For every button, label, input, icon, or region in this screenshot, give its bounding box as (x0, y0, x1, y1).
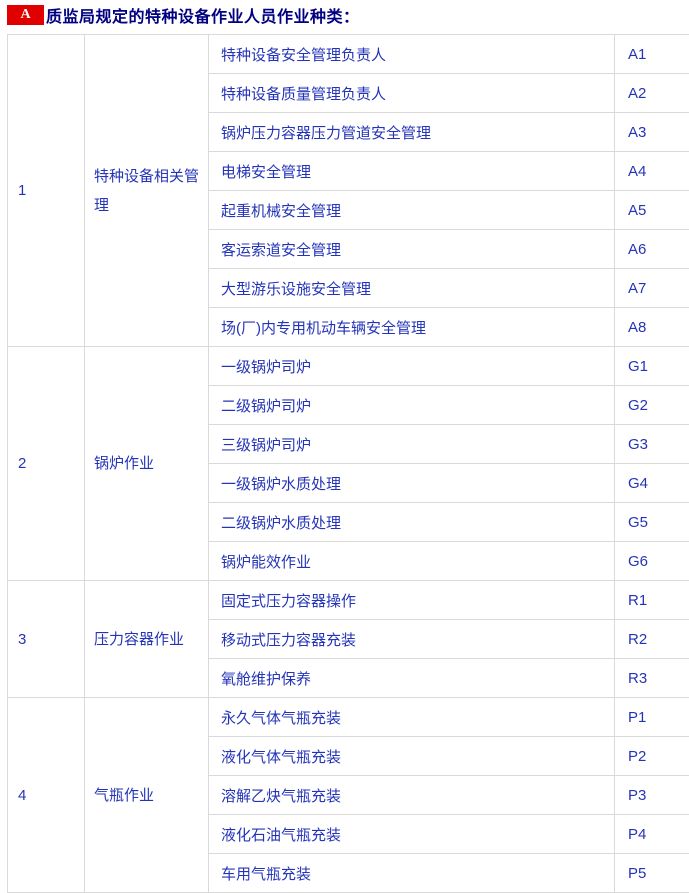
job-name-cell: 特种设备安全管理负责人 (209, 35, 615, 74)
job-code-cell: G5 (615, 503, 689, 542)
job-code-cell: A3 (615, 113, 689, 152)
job-code-cell: A6 (615, 230, 689, 269)
job-name-cell: 固定式压力容器操作 (209, 581, 615, 620)
job-name-cell: 车用气瓶充装 (209, 854, 615, 893)
job-name-cell: 液化气体气瓶充装 (209, 737, 615, 776)
job-name-cell: 锅炉压力容器压力管道安全管理 (209, 113, 615, 152)
job-name-cell: 溶解乙炔气瓶充装 (209, 776, 615, 815)
job-code-cell: A4 (615, 152, 689, 191)
job-code-cell: R2 (615, 620, 689, 659)
job-name-cell: 永久气体气瓶充装 (209, 698, 615, 737)
job-code-cell: G1 (615, 347, 689, 386)
job-code-cell: P3 (615, 776, 689, 815)
job-code-cell: A2 (615, 74, 689, 113)
job-name-cell: 客运索道安全管理 (209, 230, 615, 269)
job-name-cell: 场(厂)内专用机动车辆安全管理 (209, 308, 615, 347)
job-name-cell: 二级锅炉水质处理 (209, 503, 615, 542)
job-code-cell: A1 (615, 35, 689, 74)
job-name-cell: 移动式压力容器充装 (209, 620, 615, 659)
job-name-cell: 电梯安全管理 (209, 152, 615, 191)
job-name-cell: 锅炉能效作业 (209, 542, 615, 581)
job-name-cell: 大型游乐设施安全管理 (209, 269, 615, 308)
job-code-cell: P5 (615, 854, 689, 893)
group-number-cell: 3 (8, 581, 85, 698)
job-name-cell: 液化石油气瓶充装 (209, 815, 615, 854)
job-code-cell: A7 (615, 269, 689, 308)
group-number-cell: 1 (8, 35, 85, 347)
section-badge: A (7, 5, 44, 25)
job-code-cell: G4 (615, 464, 689, 503)
job-name-cell: 二级锅炉司炉 (209, 386, 615, 425)
group-category-cell: 压力容器作业 (85, 581, 209, 698)
job-code-cell: P4 (615, 815, 689, 854)
job-name-cell: 氧舱维护保养 (209, 659, 615, 698)
job-code-cell: R3 (615, 659, 689, 698)
job-name-cell: 一级锅炉司炉 (209, 347, 615, 386)
group-category-cell: 特种设备相关管理 (85, 35, 209, 347)
group-number-cell: 4 (8, 698, 85, 893)
page-header: A 质监局规定的特种设备作业人员作业种类： (0, 0, 689, 26)
group-number-cell: 2 (8, 347, 85, 581)
page-title: 质监局规定的特种设备作业人员作业种类： (46, 3, 360, 27)
job-name-cell: 三级锅炉司炉 (209, 425, 615, 464)
job-code-cell: G3 (615, 425, 689, 464)
job-code-cell: A5 (615, 191, 689, 230)
job-code-cell: R1 (615, 581, 689, 620)
group-category-cell: 气瓶作业 (85, 698, 209, 893)
job-name-cell: 一级锅炉水质处理 (209, 464, 615, 503)
job-code-cell: A8 (615, 308, 689, 347)
job-code-cell: P1 (615, 698, 689, 737)
job-code-cell: P2 (615, 737, 689, 776)
group-category-cell: 锅炉作业 (85, 347, 209, 581)
job-code-cell: G2 (615, 386, 689, 425)
job-code-cell: G6 (615, 542, 689, 581)
job-name-cell: 特种设备质量管理负责人 (209, 74, 615, 113)
job-name-cell: 起重机械安全管理 (209, 191, 615, 230)
